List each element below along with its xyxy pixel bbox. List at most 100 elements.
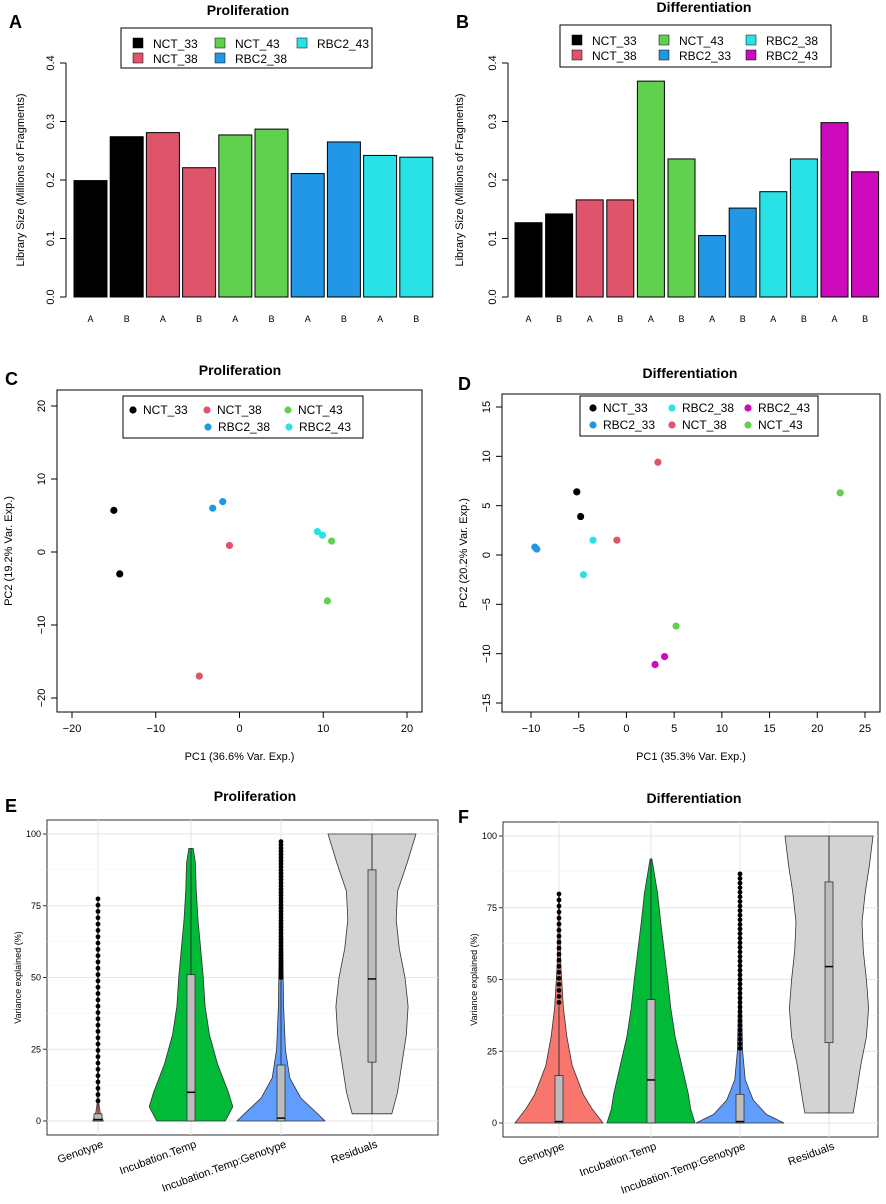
- x-tick-label: A: [160, 314, 166, 324]
- outlier-point: [95, 1029, 101, 1034]
- outlier-point: [737, 1045, 743, 1051]
- point: [313, 527, 321, 536]
- outlier-point: [95, 1092, 101, 1097]
- outlier-point: [95, 984, 101, 990]
- box: [93, 1113, 103, 1122]
- bar: [545, 213, 574, 298]
- y-tick-label: 25: [487, 1046, 497, 1056]
- x-axis-label: PC1 (35.3% Var. Exp.): [636, 751, 746, 763]
- x-tick-label: −20: [63, 723, 82, 735]
- x-tick-label: B: [801, 314, 807, 324]
- outlier-point: [556, 939, 562, 945]
- point: [573, 488, 581, 496]
- bar: [851, 171, 880, 298]
- x-tick-label: B: [617, 314, 623, 324]
- panel-letter-E: E: [5, 796, 17, 816]
- y-tick-label: 0.3: [487, 114, 499, 129]
- point: [209, 504, 217, 512]
- x-tick-label: B: [740, 314, 746, 324]
- bar: [789, 158, 818, 298]
- outlier-point: [95, 965, 101, 971]
- bar-chart-B: Differentiation 0.0 0.1 0.2 0.3 0.4 Library Si…: [454, 0, 880, 324]
- legend-marker: [204, 423, 212, 431]
- outlier-point: [95, 915, 101, 921]
- x-tick-label: Residuals: [787, 1140, 837, 1168]
- panel-letter-B: B: [456, 12, 469, 32]
- outlier-point: [95, 921, 101, 927]
- y-tick-label: −15: [481, 694, 493, 713]
- point: [195, 672, 203, 680]
- y-tick-label: 0: [36, 549, 48, 555]
- outlier-point: [737, 1041, 743, 1047]
- bar: [363, 154, 398, 298]
- y-tick-label: 100: [26, 829, 41, 839]
- legend-box: [579, 395, 819, 437]
- outlier-point: [737, 1013, 743, 1019]
- outlier-point: [737, 967, 743, 973]
- point: [654, 458, 662, 466]
- x-tick-label: −5: [572, 723, 585, 735]
- chart-title: Proliferation: [207, 2, 289, 18]
- outlier-point: [95, 1035, 101, 1041]
- legend-marker: [744, 404, 752, 412]
- outlier-point: [95, 940, 101, 946]
- bar: [73, 180, 108, 298]
- box: [735, 1093, 745, 1124]
- legend-item: NCT_38: [592, 49, 637, 63]
- y-tick-label: 0: [36, 1116, 41, 1126]
- x-tick-label: A: [377, 314, 383, 324]
- outlier-point: [95, 1079, 101, 1085]
- panel-letter-D: D: [458, 374, 471, 394]
- outlier-point: [556, 933, 562, 939]
- bar: [145, 132, 180, 298]
- outlier-point: [737, 986, 743, 992]
- plot-frame: [501, 393, 881, 713]
- outlier-point: [95, 1066, 101, 1072]
- outlier-point: [556, 927, 562, 933]
- legend-marker: [285, 423, 293, 431]
- outlier-point: [737, 1036, 743, 1042]
- legend-item: NCT_43: [298, 403, 343, 417]
- outlier-point: [737, 917, 743, 923]
- chart-title: Differentiation: [647, 790, 742, 806]
- bar: [254, 128, 289, 298]
- x-tick-label: B: [196, 314, 202, 324]
- legend-marker: [744, 421, 752, 429]
- y-axis-label: PC2 (20.2% Var. Exp.): [458, 498, 470, 608]
- x-tick-label: B: [124, 314, 130, 324]
- x-tick-label: 15: [763, 723, 775, 735]
- legend-item: NCT_38: [682, 418, 727, 432]
- bar: [109, 136, 144, 298]
- y-axis-label: Library Size (Millions of Fragments): [454, 94, 466, 267]
- legend-item: NCT_43: [758, 418, 803, 432]
- y-tick-label: 0.1: [45, 231, 57, 246]
- y-tick-label: 0: [492, 1118, 497, 1128]
- legend-item: NCT_33: [592, 34, 637, 48]
- outlier-point: [737, 958, 743, 964]
- outlier-point: [95, 1047, 101, 1053]
- x-tick-label: 20: [811, 723, 823, 735]
- point: [579, 571, 588, 579]
- legend-item: NCT_38: [153, 52, 198, 66]
- outlier-point: [556, 897, 562, 903]
- x-tick-label: 10: [317, 723, 329, 735]
- y-tick-label: 0.4: [487, 55, 499, 70]
- y-axis-label: PC2 (19.2% Var. Exp.): [3, 496, 15, 606]
- outlier-point: [737, 889, 743, 895]
- outlier-point: [556, 1000, 562, 1005]
- legend-box: [120, 27, 373, 69]
- point: [577, 512, 585, 521]
- outlier-point: [737, 912, 743, 918]
- bar: [514, 222, 543, 298]
- x-tick-label: 0: [236, 723, 242, 735]
- outlier-point: [95, 959, 101, 965]
- x-axis-label: PC1 (36.6% Var. Exp.): [185, 751, 295, 763]
- y-tick-label: −5: [481, 598, 493, 611]
- y-tick-label: −20: [36, 689, 48, 708]
- outlier-point: [737, 940, 743, 946]
- outlier-point: [737, 1009, 743, 1015]
- y-tick-label: 50: [31, 973, 41, 983]
- legend-marker: [284, 406, 292, 414]
